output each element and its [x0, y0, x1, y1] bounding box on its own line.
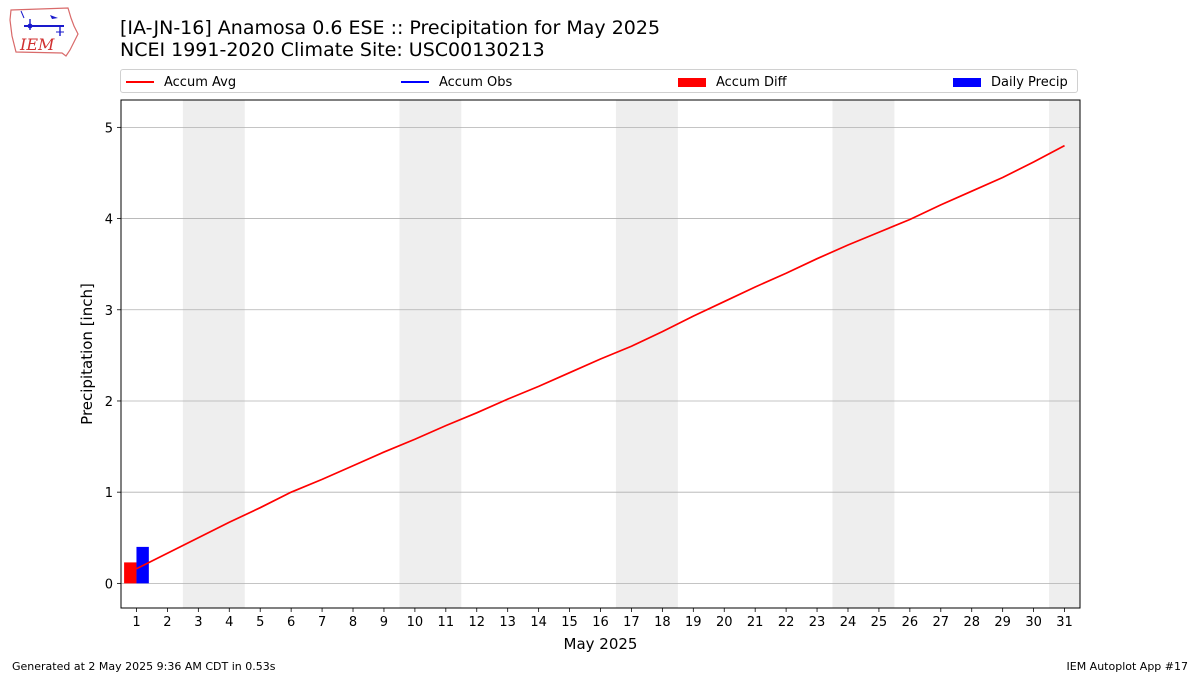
y-tick-label: 0: [105, 577, 113, 592]
legend-swatch-accum-avg: [126, 81, 154, 83]
legend-label-accum-obs: Accum Obs: [439, 74, 513, 90]
x-tick-label: 29: [994, 615, 1011, 630]
x-tick-label: 27: [933, 615, 950, 630]
legend-swatch-accum-diff: [678, 77, 706, 87]
x-tick-label: 8: [349, 615, 357, 630]
x-tick-label: 26: [902, 615, 919, 630]
x-tick-label: 12: [468, 615, 485, 630]
x-tick-label: 25: [871, 615, 888, 630]
legend-item-daily-precip: Daily Precip: [953, 73, 1068, 91]
x-tick-label: 31: [1056, 615, 1073, 630]
footer-app-id: IEM Autoplot App #17: [1066, 660, 1189, 673]
x-tick-label: 2: [163, 615, 171, 630]
weekend-shade: [182, 100, 245, 608]
plot-frame: [120, 99, 1081, 609]
x-tick-label: 4: [225, 615, 233, 630]
legend-label-accum-avg: Accum Avg: [164, 74, 237, 90]
x-tick-label: 15: [561, 615, 578, 630]
iem-logo-icon: IEM: [9, 7, 79, 57]
x-tick-label: 9: [380, 615, 388, 630]
x-tick-label: 10: [407, 615, 424, 630]
x-tick-label: 28: [963, 615, 980, 630]
legend-label-daily-precip: Daily Precip: [991, 74, 1068, 90]
x-tick-label: 7: [318, 615, 326, 630]
chart-title: [IA-JN-16] Anamosa 0.6 ESE :: Precipitat…: [120, 17, 661, 39]
y-tick-label: 2: [105, 395, 113, 410]
x-tick-label: 30: [1025, 615, 1042, 630]
x-tick-label: 11: [438, 615, 455, 630]
x-axis-label: May 2025: [564, 635, 638, 653]
chart-subtitle: NCEI 1991-2020 Climate Site: USC00130213: [120, 39, 545, 61]
legend: Accum Avg Accum Obs Accum Diff Daily Pre…: [120, 69, 1078, 93]
x-tick-label: 3: [194, 615, 202, 630]
x-tick-label: 14: [530, 615, 547, 630]
x-tick-label: 19: [685, 615, 702, 630]
legend-swatch-daily-precip: [953, 77, 981, 87]
x-tick-label: 16: [592, 615, 609, 630]
x-tick-label: 13: [499, 615, 516, 630]
y-tick-label: 5: [105, 121, 113, 136]
logo-text: IEM: [19, 35, 55, 54]
y-tick-label: 3: [105, 304, 113, 319]
x-tick-label: 22: [778, 615, 795, 630]
x-tick-label: 5: [256, 615, 264, 630]
accum-avg-line: [136, 144, 1065, 570]
x-tick-label: 23: [809, 615, 826, 630]
x-tick-label: 20: [716, 615, 733, 630]
x-tick-label: 21: [747, 615, 764, 630]
legend-item-accum-diff: Accum Diff: [678, 73, 787, 91]
daily-precip-bar: [136, 546, 149, 584]
legend-label-accum-diff: Accum Diff: [716, 74, 787, 90]
x-tick-label: 18: [654, 615, 671, 630]
accum-diff-bar: [124, 562, 137, 584]
x-tick-label: 1: [132, 615, 140, 630]
x-tick-label: 17: [623, 615, 640, 630]
weekend-shade: [832, 100, 895, 608]
y-tick-label: 4: [105, 213, 113, 228]
footer-generated: Generated at 2 May 2025 9:36 AM CDT in 0…: [12, 660, 276, 673]
y-tick-label: 1: [105, 486, 113, 501]
y-axis-label: Precipitation [inch]: [78, 283, 96, 425]
x-tick-label: 24: [840, 615, 857, 630]
legend-item-accum-obs: Accum Obs: [401, 73, 512, 91]
x-tick-label: 6: [287, 615, 295, 630]
weekend-shade: [615, 100, 678, 608]
legend-swatch-accum-obs: [401, 81, 429, 83]
weekend-shade: [399, 100, 462, 608]
weekend-shade: [1049, 100, 1080, 608]
legend-item-accum-avg: Accum Avg: [126, 73, 236, 91]
